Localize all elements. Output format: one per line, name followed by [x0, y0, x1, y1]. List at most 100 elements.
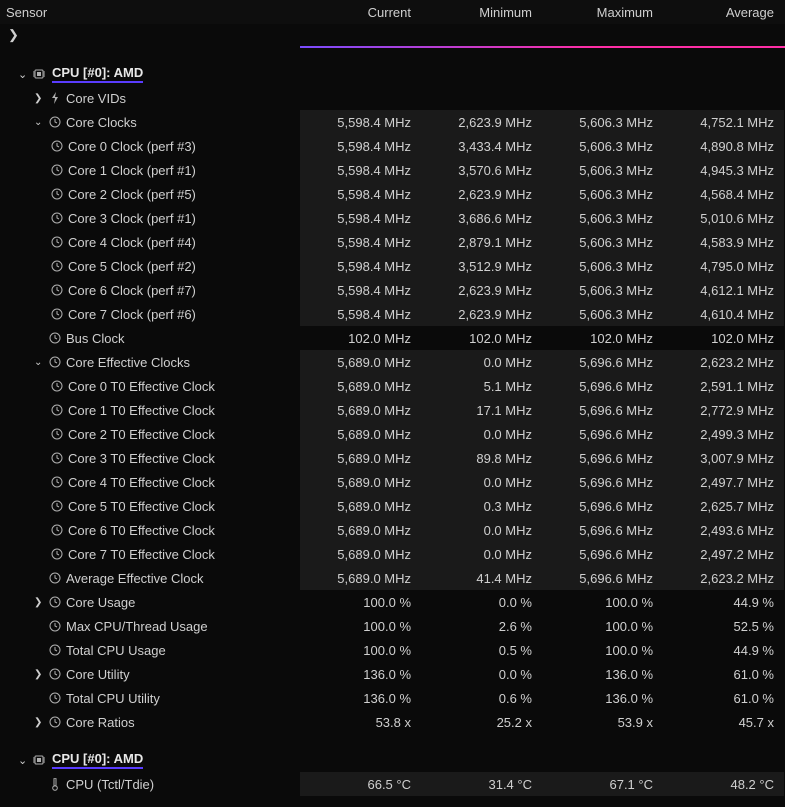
gradient-divider — [0, 46, 785, 48]
value-maximum: 5,696.6 MHz — [542, 494, 663, 518]
sensor-row[interactable]: Max CPU/Thread Usage100.0 %2.6 %100.0 %5… — [0, 614, 785, 638]
clock-icon — [50, 308, 63, 321]
sensor-row[interactable]: Core 0 Clock (perf #3)5,598.4 MHz3,433.4… — [0, 134, 785, 158]
sensor-label: Average Effective Clock — [66, 571, 204, 586]
chevron-right-icon: ❯ — [34, 93, 48, 104]
sensor-row[interactable]: Core 4 T0 Effective Clock5,689.0 MHz0.0 … — [0, 470, 785, 494]
clock-icon — [48, 716, 61, 729]
sensor-row[interactable]: Core 1 Clock (perf #1)5,598.4 MHz3,570.6… — [0, 158, 785, 182]
value-average: 2,493.6 MHz — [663, 518, 784, 542]
clock-icon — [48, 692, 61, 705]
value-minimum: 3,570.6 MHz — [421, 158, 542, 182]
sensor-row[interactable]: ❯Core Ratios53.8 x25.2 x53.9 x45.7 x — [0, 710, 785, 734]
value-minimum: 102.0 MHz — [421, 326, 542, 350]
header-average[interactable]: Average — [663, 5, 784, 20]
value-current: 5,598.4 MHz — [300, 206, 421, 230]
section-title-label: CPU [#0]: AMD — [52, 65, 143, 83]
clock-icon — [50, 452, 63, 465]
value-current: 5,689.0 MHz — [300, 542, 421, 566]
sensor-row[interactable]: Average Effective Clock 5,689.0 MHz41.4 M… — [0, 566, 785, 590]
value-maximum: 5,606.3 MHz — [542, 182, 663, 206]
header-maximum[interactable]: Maximum — [542, 5, 663, 20]
sensor-row[interactable]: Bus Clock102.0 MHz102.0 MHz102.0 MHz102.… — [0, 326, 785, 350]
sensor-label: Core Clocks — [66, 115, 137, 130]
section-header[interactable]: ⌄CPU [#0]: AMD — [0, 62, 785, 86]
value-average: 2,623.2 MHz — [663, 566, 784, 590]
chip-icon — [32, 754, 46, 766]
header-minimum[interactable]: Minimum — [421, 5, 542, 20]
sensor-row[interactable]: ❯ Core VIDs — [0, 86, 785, 110]
sensor-label: Core 1 T0 Effective Clock — [68, 403, 215, 418]
sensor-row[interactable]: Core 6 Clock (perf #7)5,598.4 MHz2,623.9… — [0, 278, 785, 302]
sensor-row[interactable]: Core 2 T0 Effective Clock5,689.0 MHz0.0 … — [0, 422, 785, 446]
value-minimum: 41.4 MHz — [421, 566, 542, 590]
sensor-row[interactable]: Core 2 Clock (perf #5)5,598.4 MHz2,623.9… — [0, 182, 785, 206]
sensor-row[interactable]: Core 1 T0 Effective Clock5,689.0 MHz17.1… — [0, 398, 785, 422]
sensor-label-cell: Core 2 Clock (perf #5) — [0, 187, 300, 202]
sensor-row[interactable]: Core 7 Clock (perf #6) 5,598.4 MHz2,623.9… — [0, 302, 785, 326]
sensor-row[interactable]: Core 6 T0 Effective Clock5,689.0 MHz0.0 … — [0, 518, 785, 542]
value-average: 2,625.7 MHz — [663, 494, 784, 518]
value-current: 5,689.0 MHz — [300, 422, 421, 446]
section-header[interactable]: ⌄CPU [#0]: AMD — [0, 748, 785, 772]
value-current: 5,689.0 MHz — [300, 398, 421, 422]
therm-icon — [48, 778, 61, 791]
value-average: 4,612.1 MHz — [663, 278, 784, 302]
value-average: 4,583.9 MHz — [663, 230, 784, 254]
value-maximum: 53.9 x — [542, 710, 663, 734]
sensor-row[interactable]: ⌄Core Clocks5,598.4 MHz2,623.9 MHz5,606.… — [0, 110, 785, 134]
value-maximum: 5,696.6 MHz — [542, 398, 663, 422]
sensor-label: Core 5 T0 Effective Clock — [68, 499, 215, 514]
clock-icon — [48, 116, 61, 129]
sensor-label: Core 7 Clock (perf #6) — [68, 307, 196, 322]
clock-icon — [50, 284, 63, 297]
value-current: 5,598.4 MHz — [300, 110, 421, 134]
sensor-row[interactable]: Core 7 T0 Effective Clock5,689.0 MHz0.0 … — [0, 542, 785, 566]
sensor-label: Core 3 Clock (perf #1) — [68, 211, 196, 226]
sensor-row[interactable]: Core 5 T0 Effective Clock5,689.0 MHz0.3 … — [0, 494, 785, 518]
value-minimum: 0.0 MHz — [421, 422, 542, 446]
chevron-right-icon: ❯ — [34, 669, 48, 680]
sensor-row[interactable]: Total CPU Usage100.0 %0.5 %100.0 %44.9 % — [0, 638, 785, 662]
value-average: 4,610.4 MHz — [663, 302, 784, 326]
value-minimum: 2,623.9 MHz — [421, 278, 542, 302]
sensor-row[interactable]: Core 4 Clock (perf #4)5,598.4 MHz2,879.1… — [0, 230, 785, 254]
value-current: 5,598.4 MHz — [300, 302, 421, 326]
sensor-row[interactable]: Core 3 T0 Effective Clock5,689.0 MHz89.8… — [0, 446, 785, 470]
value-current: 5,689.0 MHz — [300, 566, 421, 590]
value-maximum: 5,696.6 MHz — [542, 422, 663, 446]
sensor-label-cell: ⌄Core Effective Clocks — [0, 355, 300, 370]
sensor-label-cell: ⌄Core Clocks — [0, 115, 300, 130]
sensor-label: Core 7 T0 Effective Clock — [68, 547, 215, 562]
value-current: 5,689.0 MHz — [300, 470, 421, 494]
sensor-row[interactable]: ⌄Core Effective Clocks5,689.0 MHz0.0 MHz… — [0, 350, 785, 374]
sensor-row[interactable]: Core 3 Clock (perf #1)5,598.4 MHz3,686.6… — [0, 206, 785, 230]
value-minimum: 31.4 °C — [421, 772, 542, 796]
sensor-label: Core VIDs — [66, 91, 126, 106]
sensor-label-cell: ❯Core Ratios — [0, 715, 300, 730]
collapsed-row[interactable]: ❯ — [0, 24, 785, 46]
value-current: 5,689.0 MHz — [300, 374, 421, 398]
sensor-label: Total CPU Utility — [66, 691, 160, 706]
sensor-row[interactable]: Core 0 T0 Effective Clock5,689.0 MHz5.1 … — [0, 374, 785, 398]
chevron-down-icon: ⌄ — [34, 357, 48, 368]
value-maximum: 5,606.3 MHz — [542, 158, 663, 182]
value-maximum: 5,696.6 MHz — [542, 374, 663, 398]
value-minimum: 0.6 % — [421, 686, 542, 710]
sensor-label: Core 1 Clock (perf #1) — [68, 163, 196, 178]
sensor-row[interactable]: Total CPU Utility136.0 %0.6 %136.0 %61.0… — [0, 686, 785, 710]
header-sensor[interactable]: Sensor — [0, 5, 300, 20]
value-current: 5,598.4 MHz — [300, 230, 421, 254]
sensor-label: Core 0 Clock (perf #3) — [68, 139, 196, 154]
clock-icon — [48, 668, 61, 681]
value-average: 4,890.8 MHz — [663, 134, 784, 158]
sensor-row[interactable]: ❯Core Usage100.0 %0.0 %100.0 %44.9 % — [0, 590, 785, 614]
sensor-row[interactable]: Core 5 Clock (perf #2)5,598.4 MHz3,512.9… — [0, 254, 785, 278]
value-average: 2,499.3 MHz — [663, 422, 784, 446]
value-average: 2,497.7 MHz — [663, 470, 784, 494]
sensor-row[interactable]: ❯Core Utility136.0 %0.0 %136.0 %61.0 % — [0, 662, 785, 686]
sensor-row[interactable]: CPU (Tctl/Tdie)66.5 °C31.4 °C67.1 °C48.2… — [0, 772, 785, 796]
header-current[interactable]: Current — [300, 5, 421, 20]
clock-icon — [50, 212, 63, 225]
value-minimum: 2,623.9 MHz — [421, 302, 542, 326]
